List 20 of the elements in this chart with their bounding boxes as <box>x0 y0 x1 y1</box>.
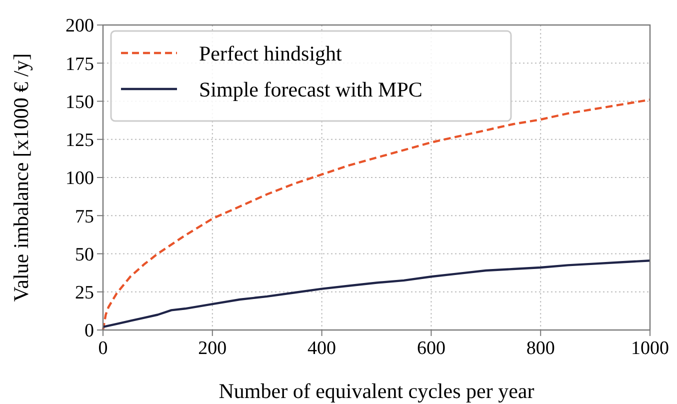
y-axis-title: Value imbalance [x1000 € /y] <box>9 53 33 302</box>
x-tick-label: 0 <box>98 338 108 359</box>
x-tick-label: 800 <box>526 338 555 359</box>
line-series <box>102 260 652 328</box>
y-tick-label: 50 <box>75 244 94 266</box>
y-tick-label: 150 <box>66 92 94 113</box>
x-axis-title: Number of equivalent cycles per year <box>218 379 534 403</box>
x-tick-label: 600 <box>416 338 446 359</box>
y-tick-label: 0 <box>84 320 94 342</box>
x-tick-label: 400 <box>308 338 336 359</box>
x-tick-label: 200 <box>198 338 227 359</box>
y-tick-label: 25 <box>75 282 94 304</box>
y-tick-label: 125 <box>66 130 94 152</box>
y-tick-label: 200 <box>66 16 94 37</box>
x-tick-label: 1000 <box>631 338 669 359</box>
legend-label: Simple forecast with MPC <box>199 77 422 102</box>
y-tick-label: 175 <box>66 54 94 75</box>
legend-label: Perfect hindsight <box>199 41 342 66</box>
y-tick-label: 75 <box>75 206 94 228</box>
y-tick-label: 100 <box>66 168 94 190</box>
